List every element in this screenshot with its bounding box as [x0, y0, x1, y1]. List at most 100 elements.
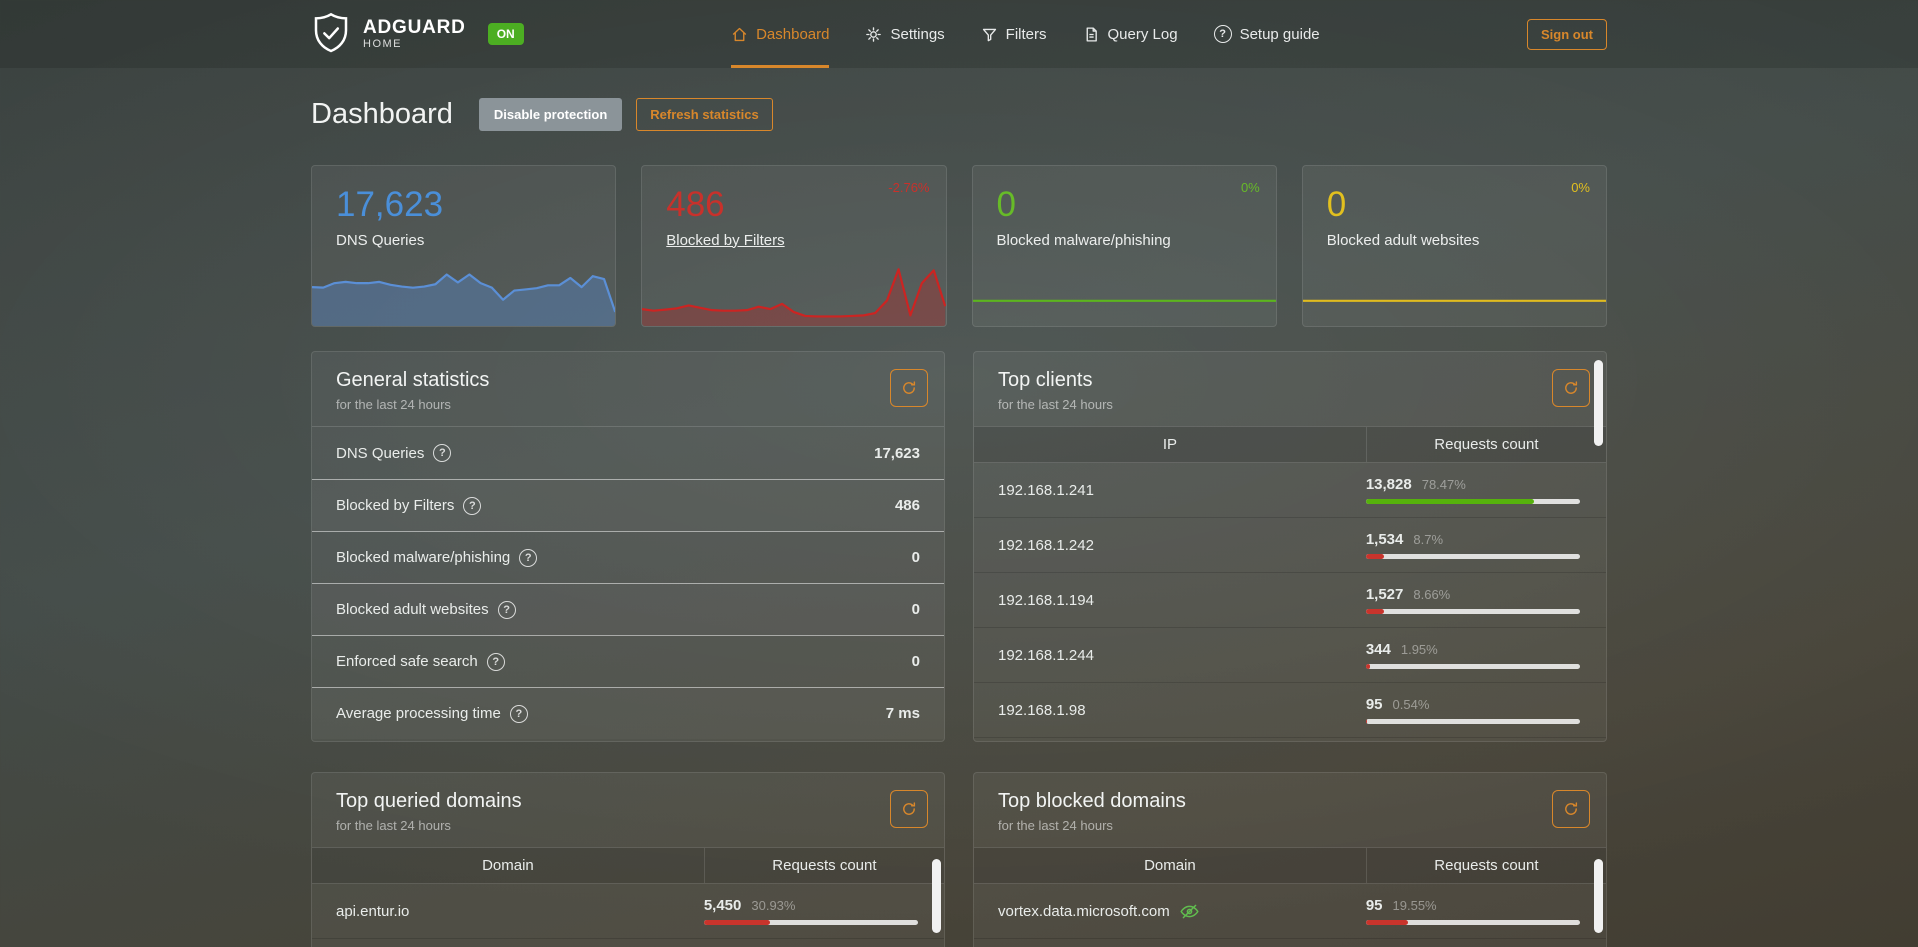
document-icon: [1086, 26, 1097, 42]
column-header-domain: Domain: [482, 857, 534, 874]
card-value: 486: [666, 185, 725, 224]
nav-item-dashboard[interactable]: Dashboard: [731, 0, 830, 68]
refresh-icon: [1565, 802, 1578, 815]
stat-label: Average processing time: [336, 705, 501, 722]
stat-label: Blocked adult websites: [336, 601, 489, 618]
panel-title: General statistics: [336, 369, 490, 391]
card-label-link[interactable]: Blocked by Filters: [666, 231, 785, 249]
panel-title: Top blocked domains: [998, 790, 1186, 812]
domain-name[interactable]: api.entur.io: [336, 902, 410, 920]
eye-off-icon: [1179, 901, 1200, 922]
client-ip[interactable]: 192.168.1.241: [998, 481, 1094, 499]
panel-subtitle: for the last 24 hours: [998, 818, 1113, 833]
stat-row: Blocked by Filters? 486: [312, 479, 944, 531]
help-icon[interactable]: ?: [519, 548, 538, 567]
refresh-icon: [1565, 381, 1578, 394]
stat-row: DNS Queries? 17,623: [312, 427, 944, 479]
stat-label: DNS Queries: [336, 444, 425, 462]
request-count: 95: [1365, 897, 1383, 914]
panel-subtitle: for the last 24 hours: [336, 397, 451, 412]
table-header: IP Requests count: [974, 426, 1606, 463]
help-icon[interactable]: ?: [463, 496, 482, 515]
column-header-requests: Requests count: [1365, 427, 1606, 462]
request-percent: 0.54%: [1392, 697, 1430, 712]
request-percent: 30.93%: [751, 898, 796, 913]
nav-label: Query Log: [1107, 25, 1178, 43]
gear-icon: [866, 26, 882, 42]
stat-value: 17,623: [874, 444, 920, 462]
stat-value: 0: [911, 601, 920, 618]
table-header: Domain Requests count: [974, 847, 1606, 884]
stat-cards-row: 17,623 DNS Queries -2.76% 486 Blocked by…: [311, 165, 1607, 327]
table-row: 192.168.1.98 95 0.54%: [974, 683, 1606, 738]
refresh-button[interactable]: [1552, 369, 1590, 407]
refresh-button[interactable]: [1552, 790, 1590, 828]
nav-label: Setup guide: [1239, 25, 1320, 43]
shield-check-icon: [314, 12, 348, 53]
dashboard-page: Dashboard Disable protection Refresh sta…: [311, 98, 1607, 947]
top-clients-table: 192.168.1.241 13,828 78.47% 192.168.1.242…: [974, 463, 1606, 738]
client-ip[interactable]: 192.168.1.98: [998, 701, 1086, 719]
domain-name[interactable]: vortex.data.microsoft.com: [998, 902, 1170, 920]
status-badge: ON: [487, 23, 524, 45]
card-label: DNS Queries: [336, 231, 425, 249]
blocked-filters-sparkline: [642, 254, 946, 326]
table-row: api.entur.io 5,450 30.93%: [312, 884, 944, 939]
nav-item-filters[interactable]: Filters: [981, 0, 1047, 68]
main-nav: Dashboard Settings Filters Query Log ? S…: [731, 0, 1320, 68]
progress-bar: [1365, 554, 1580, 559]
nav-item-query-log[interactable]: Query Log: [1083, 0, 1178, 68]
progress-bar: [1365, 609, 1580, 614]
page-title: Dashboard: [311, 98, 453, 130]
stat-value: 0: [911, 549, 920, 566]
sign-out-button[interactable]: Sign out: [1527, 18, 1607, 50]
stat-value: 0: [911, 653, 920, 670]
refresh-button[interactable]: [890, 790, 928, 828]
help-icon[interactable]: ?: [509, 704, 528, 723]
request-percent: 78.47%: [1421, 477, 1466, 492]
nav-label: Dashboard: [756, 25, 830, 43]
blocked-adult-sparkline: [1303, 254, 1606, 326]
client-ip[interactable]: 192.168.1.242: [998, 536, 1094, 554]
card-label: Blocked adult websites: [1326, 231, 1480, 249]
progress-bar: [1365, 499, 1580, 504]
table-header: Domain Requests count: [312, 847, 944, 884]
top-queried-domains-panel: Top queried domains for the last 24 hour…: [311, 772, 945, 947]
help-icon[interactable]: ?: [497, 600, 516, 619]
scrollbar-thumb[interactable]: [1594, 859, 1603, 933]
panel-title: Top clients: [998, 369, 1093, 391]
request-count: 1,527: [1365, 586, 1404, 603]
progress-bar: [1365, 920, 1580, 925]
top-blocked-domains-table: vortex.data.microsoft.com 95 19.55%: [974, 884, 1606, 939]
adguard-logo: ADGUARD HOME ON: [311, 0, 524, 68]
scrollbar-thumb[interactable]: [932, 859, 941, 933]
column-header-requests: Requests count: [1365, 848, 1606, 883]
blocked-malware-sparkline: [973, 254, 1276, 326]
top-queried-domains-table: api.entur.io 5,450 30.93%: [312, 884, 944, 939]
trend-badge: 0%: [1240, 180, 1260, 195]
table-row: 192.168.1.241 13,828 78.47%: [974, 463, 1606, 518]
nav-item-setup-guide[interactable]: ? Setup guide: [1213, 0, 1320, 68]
stat-label: Enforced safe search: [336, 653, 478, 670]
refresh-button[interactable]: [890, 369, 928, 407]
table-row: 192.168.1.242 1,534 8.7%: [974, 518, 1606, 573]
dns-queries-sparkline: [312, 254, 616, 326]
stat-row: Average processing time? 7 ms: [312, 687, 944, 739]
request-count: 95: [1365, 696, 1383, 713]
request-percent: 8.66%: [1413, 587, 1451, 602]
scrollbar-thumb[interactable]: [1594, 360, 1603, 446]
table-row: vortex.data.microsoft.com 95 19.55%: [974, 884, 1606, 939]
disable-protection-button[interactable]: Disable protection: [478, 98, 623, 131]
client-ip[interactable]: 192.168.1.194: [998, 591, 1094, 609]
home-icon: [732, 27, 747, 41]
help-icon[interactable]: ?: [486, 652, 505, 671]
request-count: 13,828: [1365, 476, 1412, 493]
brand-title: ADGUARD: [363, 17, 466, 39]
stat-row: Blocked malware/phishing? 0: [312, 531, 944, 583]
request-count: 1,534: [1365, 531, 1404, 548]
refresh-statistics-button[interactable]: Refresh statistics: [636, 98, 773, 131]
nav-item-settings[interactable]: Settings: [865, 0, 945, 68]
client-ip[interactable]: 192.168.1.244: [998, 646, 1094, 664]
column-header-requests: Requests count: [703, 848, 944, 883]
help-icon[interactable]: ?: [433, 444, 452, 462]
